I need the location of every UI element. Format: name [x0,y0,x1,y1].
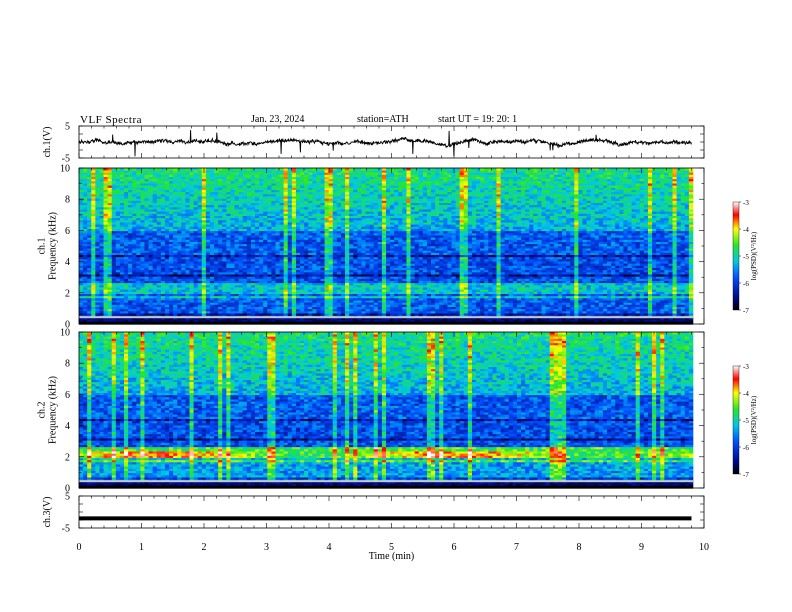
x-tick-label: 7 [514,542,519,553]
panel-2-ytick-label: 10 [60,164,70,175]
x-tick-label: 3 [264,542,269,553]
panel-3-colorbar-tick-label: -4 [743,390,749,398]
panel-2-colorbar [732,201,740,311]
panel-3-ytick-label: 2 [65,452,70,463]
x-tick-label: 1 [139,542,144,553]
x-tick-label: 6 [452,542,457,553]
x-tick-label: 10 [699,542,709,553]
x-tick-label: 5 [389,542,394,553]
x-tick-label: 8 [577,542,582,553]
header-station: station=ATH [357,114,409,125]
panel-2-colorbar-tick-label: -4 [743,226,749,234]
panel-3-colorbar [732,365,740,475]
x-tick-label: 2 [202,542,207,553]
panel-3-colorbar-tick-label: -7 [743,471,749,479]
panel-3-ytick-label: 10 [60,328,70,339]
panel-3-low-band [79,480,693,483]
panel-4-ylabel: ch.3(V) [42,497,53,528]
panel-2-ytick-label: 8 [65,195,70,206]
header-title: VLF Spectra [80,114,142,126]
panel-4-ytick-label: 5 [65,492,70,503]
panel-3-ytick-label: 4 [65,421,70,432]
panel-1-ytick-label: 5 [65,122,70,133]
panel-4-frame [78,495,705,529]
panel-1-ylabel: ch.1(V) [42,127,53,158]
panel-3-ytick-label: 8 [65,359,70,370]
panel-2-colorbar-tick-label: -7 [743,307,749,315]
header-date: Jan. 23, 2024 [251,114,304,125]
panel-2-ytick-label: 2 [65,288,70,299]
panel-3-colorbar-label: log(PSD)(V²/Hz) [750,395,758,444]
panel-2-colorbar-tick-label: -5 [743,253,749,261]
panel-3-colorbar-tick-label: -6 [743,444,749,452]
panel-2-spectrogram-image [79,168,694,325]
panel-2-ytick-label: 6 [65,226,70,237]
panel-2-ytick-label: 0 [65,320,70,331]
panel-2-dc-band [79,321,693,325]
panel-2-ylabel: ch.1Frequency (kHz) [37,212,59,280]
panel-3-ytick-label: 0 [65,484,70,495]
panel-3-dc-band [79,485,693,489]
panel-2-low-band [79,316,693,319]
panel-3-colorbar-tick-label: -5 [743,417,749,425]
x-tick-label: 9 [639,542,644,553]
panel-2-colorbar-tick-label: -3 [743,199,749,207]
panel-2-ytick-label: 4 [65,257,70,268]
panel-2-colorbar-tick-label: -6 [743,280,749,288]
x-tick-label: 0 [77,542,82,553]
panel-3-ylabel: ch.2Frequency (kHz) [37,376,59,444]
panel-3-spectrogram-image [79,332,694,489]
panel-2-colorbar-label: log(PSD)(V²/Hz) [750,231,758,280]
panel-4-ytick-label: -5 [62,524,70,535]
x-tick-label: 4 [327,542,332,553]
panel-1-series-line [78,129,692,157]
panel-1-ytick-label: -5 [62,154,70,165]
x-axis-label: Time (min) [369,551,414,562]
panel-3-ytick-label: 6 [65,390,70,401]
panel-3-colorbar-tick-label: -3 [743,363,749,371]
header-start-time: start UT = 19: 20: 1 [438,114,517,125]
